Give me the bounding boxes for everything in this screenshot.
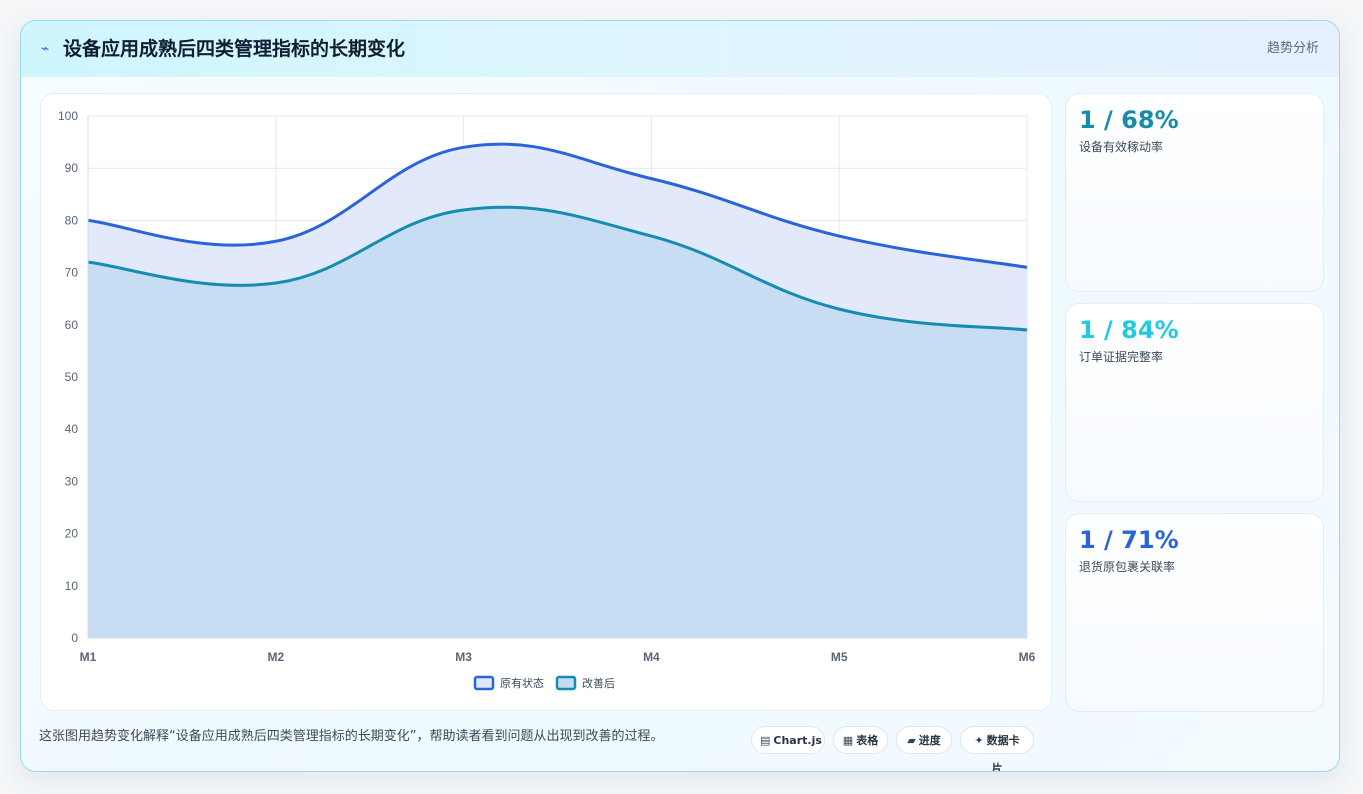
chip-label: 表格: [856, 734, 879, 747]
x-tick-label: M2: [267, 650, 284, 664]
area-chart: 0 10 20 30 40 50 60 70 80 90 100 M1 M2 M3 M4 M5 M6 原有状态 改善…: [58, 109, 1036, 691]
stat-label: 设备有效稼动率: [1079, 140, 1164, 154]
dashboard-card: ⌁ 设备应用成熟后四类管理指标的长期变化 趋势分析 0 10 20 30 40 50 60 7…: [20, 20, 1340, 772]
y-tick-label: 70: [65, 266, 79, 280]
series-line-2: [87, 205, 1028, 332]
y-tick-label: 90: [65, 161, 79, 175]
table-icon: ▦: [842, 734, 854, 747]
y-tick-label: 80: [65, 213, 79, 227]
series-area-2: [88, 207, 1027, 638]
card-header: ⌁ 设备应用成熟后四类管理指标的长期变化 趋势分析: [21, 21, 1339, 77]
chip-label: 数据卡片: [986, 734, 1020, 772]
y-tick-label: 50: [65, 370, 79, 384]
y-tick-label: 60: [65, 318, 79, 332]
legend-swatch: [473, 675, 495, 691]
trend-icon: ⌁: [41, 41, 50, 57]
chip-progress[interactable]: ▰ 进度: [896, 726, 952, 754]
progress-icon: ▰: [907, 734, 916, 747]
stat-label: 订单证据完整率: [1079, 350, 1164, 364]
chart-legend: 原有状态 改善后: [473, 675, 615, 691]
x-tick-label: M6: [1019, 650, 1036, 664]
stat-value: 1 / 71%: [1079, 526, 1179, 554]
legend-label: 改善后: [582, 676, 615, 690]
stat-card-1: 1 / 68% 设备有效稼动率: [1065, 93, 1324, 292]
stat-value: 1 / 68%: [1079, 106, 1179, 134]
stat-card-3: 1 / 71% 退货原包裹关联率: [1065, 513, 1324, 712]
card-icon: ✦: [974, 734, 984, 747]
y-tick-label: 100: [58, 109, 78, 123]
chip-chartjs[interactable]: ▤ Chart.js: [751, 726, 825, 754]
x-tick-label: M3: [455, 650, 472, 664]
x-tick-label: M4: [643, 650, 660, 664]
y-tick-label: 20: [65, 527, 79, 541]
page-title: 设备应用成熟后四类管理指标的长期变化: [63, 38, 406, 60]
legend-swatch: [555, 675, 577, 691]
y-tick-label: 30: [65, 474, 79, 488]
chip-label: 进度: [918, 734, 941, 747]
series-line-1: [87, 142, 1028, 269]
x-tick-label: M5: [831, 650, 848, 664]
chart-caption: 这张图用趋势变化解释“设备应用成熟后四类管理指标的长期变化”，帮助读者看到问题从…: [39, 729, 664, 744]
legend-label: 原有状态: [500, 676, 544, 690]
stat-value: 1 / 84%: [1079, 316, 1179, 344]
chip-label: Chart.js: [773, 734, 822, 747]
stat-label: 退货原包裹关联率: [1079, 560, 1176, 574]
y-tick-label: 0: [71, 631, 78, 645]
chart-panel: 0 10 20 30 40 50 60 70 80 90 100 M1 M2 M3 M4 M5 M6 原有状态 改善…: [40, 93, 1052, 711]
x-tick-label: M1: [80, 650, 97, 664]
stat-card-2: 1 / 84% 订单证据完整率: [1065, 303, 1324, 502]
y-tick-label: 10: [65, 579, 79, 593]
header-tag: 趋势分析: [1266, 41, 1319, 56]
chip-table[interactable]: ▦ 表格: [833, 726, 888, 754]
chip-data-card[interactable]: ✦ 数据卡片: [960, 726, 1034, 771]
y-tick-label: 40: [65, 422, 79, 436]
chart-icon: ▤: [760, 734, 771, 747]
